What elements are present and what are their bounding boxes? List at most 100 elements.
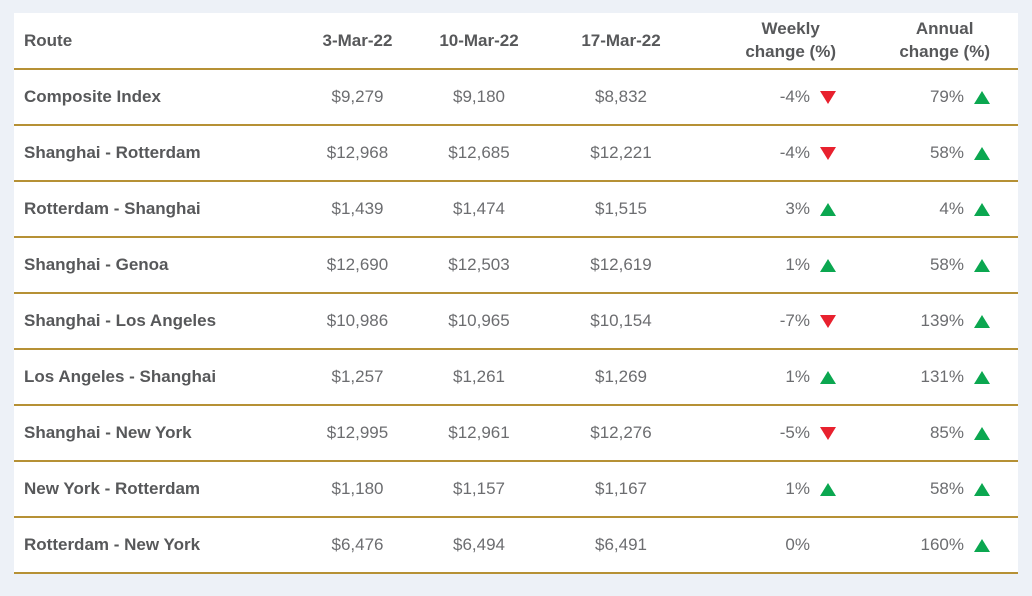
- weekly-change-value: 1%: [785, 255, 810, 274]
- weekly-change-cell: -4%: [689, 69, 836, 126]
- freight-rates-table: Route 3-Mar-22 10-Mar-22 17-Mar-22 Weekl…: [14, 13, 1018, 574]
- annual-change-cell: 58%: [836, 237, 1018, 294]
- rate-value: $12,221: [553, 125, 689, 182]
- annual-change-value: 58%: [929, 143, 964, 162]
- weekly-change-arrow-icon: [820, 258, 836, 272]
- weekly-change-cell: 1%: [689, 237, 836, 294]
- rate-value: $6,494: [405, 517, 553, 574]
- table-row: Rotterdam - New York $6,476 $6,494 $6,49…: [14, 517, 1018, 574]
- rate-value: $12,503: [405, 237, 553, 294]
- weekly-change-value: -4%: [779, 143, 810, 162]
- table-row: Shanghai - Los Angeles $10,986 $10,965 $…: [14, 293, 1018, 350]
- annual-change-cell: 58%: [836, 125, 1018, 182]
- annual-change-value: 4%: [939, 199, 964, 218]
- table-row: Shanghai - Genoa $12,690 $12,503 $12,619…: [14, 237, 1018, 294]
- weekly-change-value: -4%: [779, 87, 810, 106]
- weekly-change-cell: -5%: [689, 405, 836, 462]
- rate-value: $10,986: [310, 293, 405, 350]
- header-row: Route 3-Mar-22 10-Mar-22 17-Mar-22 Weekl…: [14, 13, 1018, 70]
- annual-change-value: 58%: [929, 255, 964, 274]
- rate-value: $12,968: [310, 125, 405, 182]
- annual-change-arrow-icon: [974, 426, 990, 440]
- annual-change-arrow-icon: [974, 90, 990, 104]
- weekly-change-value: -5%: [779, 423, 810, 442]
- weekly-change-label-line2: change (%): [745, 41, 836, 61]
- table-row: Los Angeles - Shanghai $1,257 $1,261 $1,…: [14, 349, 1018, 406]
- route-name: New York - Rotterdam: [14, 461, 310, 518]
- rate-value: $6,491: [553, 517, 689, 574]
- table-row: Rotterdam - Shanghai $1,439 $1,474 $1,51…: [14, 181, 1018, 238]
- column-header-date-1: 3-Mar-22: [310, 13, 405, 70]
- rate-value: $1,474: [405, 181, 553, 238]
- rate-value: $12,619: [553, 237, 689, 294]
- rate-value: $1,157: [405, 461, 553, 518]
- annual-change-cell: 85%: [836, 405, 1018, 462]
- rate-value: $10,154: [553, 293, 689, 350]
- annual-change-arrow-icon: [974, 538, 990, 552]
- weekly-change-arrow-icon: [820, 146, 836, 160]
- rate-value: $1,257: [310, 349, 405, 406]
- rate-value: $1,261: [405, 349, 553, 406]
- annual-change-arrow-icon: [974, 370, 990, 384]
- weekly-change-cell: 0%: [689, 517, 836, 574]
- column-header-weekly-change: Weekly change (%): [689, 13, 836, 70]
- rate-value: $1,515: [553, 181, 689, 238]
- rate-value: $9,279: [310, 69, 405, 126]
- weekly-change-arrow-icon: [820, 370, 836, 384]
- annual-change-label-line2: change (%): [899, 41, 990, 61]
- weekly-change-value: -7%: [779, 311, 810, 330]
- column-header-route: Route: [14, 13, 310, 70]
- annual-change-cell: 139%: [836, 293, 1018, 350]
- table-row: New York - Rotterdam $1,180 $1,157 $1,16…: [14, 461, 1018, 518]
- weekly-change-arrow-icon: [820, 90, 836, 104]
- table-body: Composite Index $9,279 $9,180 $8,832 -4%…: [14, 69, 1018, 574]
- rate-value: $12,685: [405, 125, 553, 182]
- route-name: Los Angeles - Shanghai: [14, 349, 310, 406]
- column-header-date-3: 17-Mar-22: [553, 13, 689, 70]
- rate-value: $12,276: [553, 405, 689, 462]
- table-row: Shanghai - New York $12,995 $12,961 $12,…: [14, 405, 1018, 462]
- rate-value: $12,995: [310, 405, 405, 462]
- weekly-change-label-line1: Weekly: [761, 19, 820, 39]
- annual-change-cell: 79%: [836, 69, 1018, 126]
- table-row: Shanghai - Rotterdam $12,968 $12,685 $12…: [14, 125, 1018, 182]
- table-row: Composite Index $9,279 $9,180 $8,832 -4%…: [14, 69, 1018, 126]
- annual-change-cell: 58%: [836, 461, 1018, 518]
- rate-value: $12,961: [405, 405, 553, 462]
- weekly-change-cell: 1%: [689, 349, 836, 406]
- freight-rates-table-container: Route 3-Mar-22 10-Mar-22 17-Mar-22 Weekl…: [14, 13, 1018, 574]
- rate-value: $6,476: [310, 517, 405, 574]
- rate-value: $1,180: [310, 461, 405, 518]
- route-name: Shanghai - Los Angeles: [14, 293, 310, 350]
- rate-value: $10,965: [405, 293, 553, 350]
- weekly-change-arrow-icon: [820, 202, 836, 216]
- rate-value: $1,269: [553, 349, 689, 406]
- annual-change-arrow-icon: [974, 202, 990, 216]
- annual-change-cell: 160%: [836, 517, 1018, 574]
- weekly-change-cell: 3%: [689, 181, 836, 238]
- weekly-change-value: 1%: [785, 479, 810, 498]
- route-name: Shanghai - Rotterdam: [14, 125, 310, 182]
- weekly-change-value: 0%: [785, 535, 810, 554]
- annual-change-cell: 4%: [836, 181, 1018, 238]
- annual-change-arrow-icon: [974, 258, 990, 272]
- weekly-change-cell: -4%: [689, 125, 836, 182]
- column-header-annual-change: Annual change (%): [836, 13, 1018, 70]
- route-name: Shanghai - New York: [14, 405, 310, 462]
- weekly-change-arrow-icon: [820, 482, 836, 496]
- weekly-change-arrow-icon: [820, 426, 836, 440]
- table-header: Route 3-Mar-22 10-Mar-22 17-Mar-22 Weekl…: [14, 13, 1018, 70]
- rate-value: $12,690: [310, 237, 405, 294]
- annual-change-cell: 131%: [836, 349, 1018, 406]
- annual-change-arrow-icon: [974, 146, 990, 160]
- rate-value: $1,439: [310, 181, 405, 238]
- annual-change-value: 160%: [920, 535, 964, 554]
- annual-change-arrow-icon: [974, 314, 990, 328]
- weekly-change-cell: 1%: [689, 461, 836, 518]
- route-name: Rotterdam - New York: [14, 517, 310, 574]
- weekly-change-cell: -7%: [689, 293, 836, 350]
- rate-value: $1,167: [553, 461, 689, 518]
- route-name: Composite Index: [14, 69, 310, 126]
- column-header-date-2: 10-Mar-22: [405, 13, 553, 70]
